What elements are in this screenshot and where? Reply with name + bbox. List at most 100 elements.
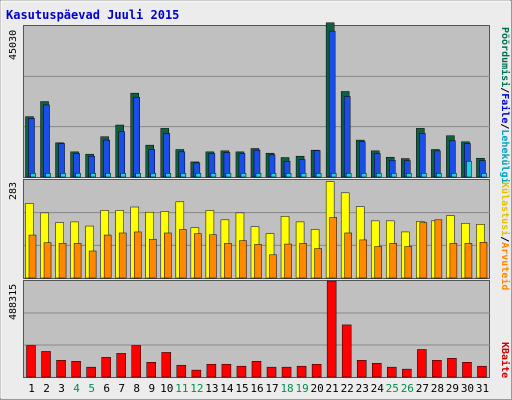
- bar-files: [43, 104, 50, 178]
- bar-pages: [466, 160, 472, 178]
- x-tick-label: 7: [118, 382, 125, 395]
- bar-hosts: [118, 232, 127, 279]
- bar-pages: [345, 173, 352, 178]
- bar-hosts: [164, 232, 172, 279]
- bar-kbytes: [86, 366, 96, 378]
- bar-kbytes: [161, 352, 172, 378]
- bar-files: [449, 140, 456, 178]
- bar-pages: [330, 173, 337, 178]
- panel-middle: 283 Külastusi/Arvuteid: [8, 179, 511, 290]
- bar-pages: [285, 173, 292, 178]
- bar-files: [328, 30, 336, 178]
- x-tick-label: 15: [235, 382, 248, 395]
- legend-hosts: Arvuteid: [499, 242, 511, 290]
- bar-kbytes: [206, 363, 217, 378]
- bar-kbytes: [71, 361, 81, 378]
- bar-hosts: [269, 254, 277, 279]
- bar-hosts: [344, 232, 352, 279]
- x-tick-label: 13: [205, 382, 218, 395]
- bar-pages: [165, 173, 172, 178]
- x-tick-label: 18: [280, 382, 293, 395]
- bar-hosts: [194, 233, 202, 279]
- bar-hosts: [299, 243, 307, 279]
- bar-kbytes: [266, 366, 277, 378]
- bar-kbytes: [131, 345, 141, 378]
- x-tick-label: 30: [461, 382, 474, 395]
- bar-pages: [195, 173, 202, 178]
- bar-hosts: [374, 246, 382, 279]
- x-tick-label: 12: [190, 382, 203, 395]
- x-tick-label: 26: [401, 382, 414, 395]
- bar-hosts: [88, 250, 97, 279]
- legend-visits: Pöördumisi: [499, 27, 511, 87]
- bar-files: [103, 139, 110, 178]
- x-tick-label: 22: [341, 382, 354, 395]
- bar-hosts: [58, 243, 67, 279]
- bar-files: [133, 96, 140, 178]
- chart-title: Kasutuspäevad Juuli 2015: [6, 8, 179, 22]
- panel-top-legend: Pöördumisi/Faile/Lehekülgi: [499, 27, 511, 184]
- bar-kbytes: [146, 362, 157, 378]
- x-tick-label: 1: [28, 382, 35, 395]
- bar-pages: [75, 173, 81, 178]
- panel-middle-bars: [25, 181, 488, 279]
- bar-files: [58, 143, 65, 178]
- panel-bottom: 488315 KBaite: [8, 280, 511, 378]
- panel-bottom-bars: [26, 280, 487, 378]
- bar-hosts: [359, 239, 367, 279]
- bar-kbytes: [432, 360, 442, 378]
- bar-pages: [360, 173, 367, 178]
- bar-pages: [210, 173, 217, 178]
- x-tick-label: 28: [431, 382, 444, 395]
- bar-files: [118, 131, 125, 178]
- panel-bottom-ymax: 488315: [8, 284, 19, 320]
- bar-files: [148, 149, 156, 178]
- bar-files: [358, 141, 366, 178]
- bar-files: [419, 133, 426, 178]
- bar-files: [163, 133, 171, 178]
- bar-hosts: [254, 244, 262, 279]
- bar-pages: [270, 173, 277, 178]
- x-tick-label: 4: [73, 382, 80, 395]
- bar-kbytes: [326, 280, 337, 378]
- bar-pages: [315, 173, 322, 178]
- x-tick-label: 27: [416, 382, 429, 395]
- x-tick-label: 3: [58, 382, 65, 395]
- legend-sites: Külastusi: [499, 182, 511, 236]
- x-tick-label: 16: [250, 382, 263, 395]
- x-tick-label: 17: [265, 382, 278, 395]
- x-tick-label: 20: [311, 382, 324, 395]
- bar-hosts: [133, 231, 142, 279]
- bar-pages: [451, 173, 457, 178]
- bar-files: [313, 150, 321, 178]
- bar-hosts: [43, 242, 52, 279]
- bar-pages: [240, 173, 247, 178]
- bar-pages: [90, 173, 96, 178]
- bar-pages: [30, 173, 36, 178]
- bar-hosts: [329, 217, 337, 279]
- bar-hosts: [419, 222, 428, 279]
- legend-files: Faile: [499, 93, 511, 123]
- bar-kbytes: [101, 357, 111, 378]
- bar-hosts: [464, 243, 473, 279]
- bar-pages: [436, 173, 442, 178]
- bar-kbytes: [387, 366, 397, 378]
- bar-pages: [406, 173, 412, 178]
- x-tick-label: 9: [148, 382, 155, 395]
- bar-hosts: [224, 243, 232, 279]
- bar-pages: [45, 173, 51, 178]
- bar-kbytes: [462, 362, 472, 378]
- legend-sep-3: /: [499, 236, 510, 242]
- x-tick-label: 11: [175, 382, 188, 395]
- bar-pages: [150, 173, 157, 178]
- bar-hosts: [209, 234, 217, 279]
- bar-pages: [225, 173, 232, 178]
- bar-pages: [135, 173, 141, 178]
- panel-middle-legend: Külastusi/Arvuteid: [499, 182, 511, 290]
- bar-hosts: [284, 243, 292, 279]
- bar-hosts: [434, 219, 443, 279]
- bar-kbytes: [281, 366, 292, 378]
- bar-hosts: [73, 243, 82, 279]
- bar-kbytes: [116, 353, 126, 378]
